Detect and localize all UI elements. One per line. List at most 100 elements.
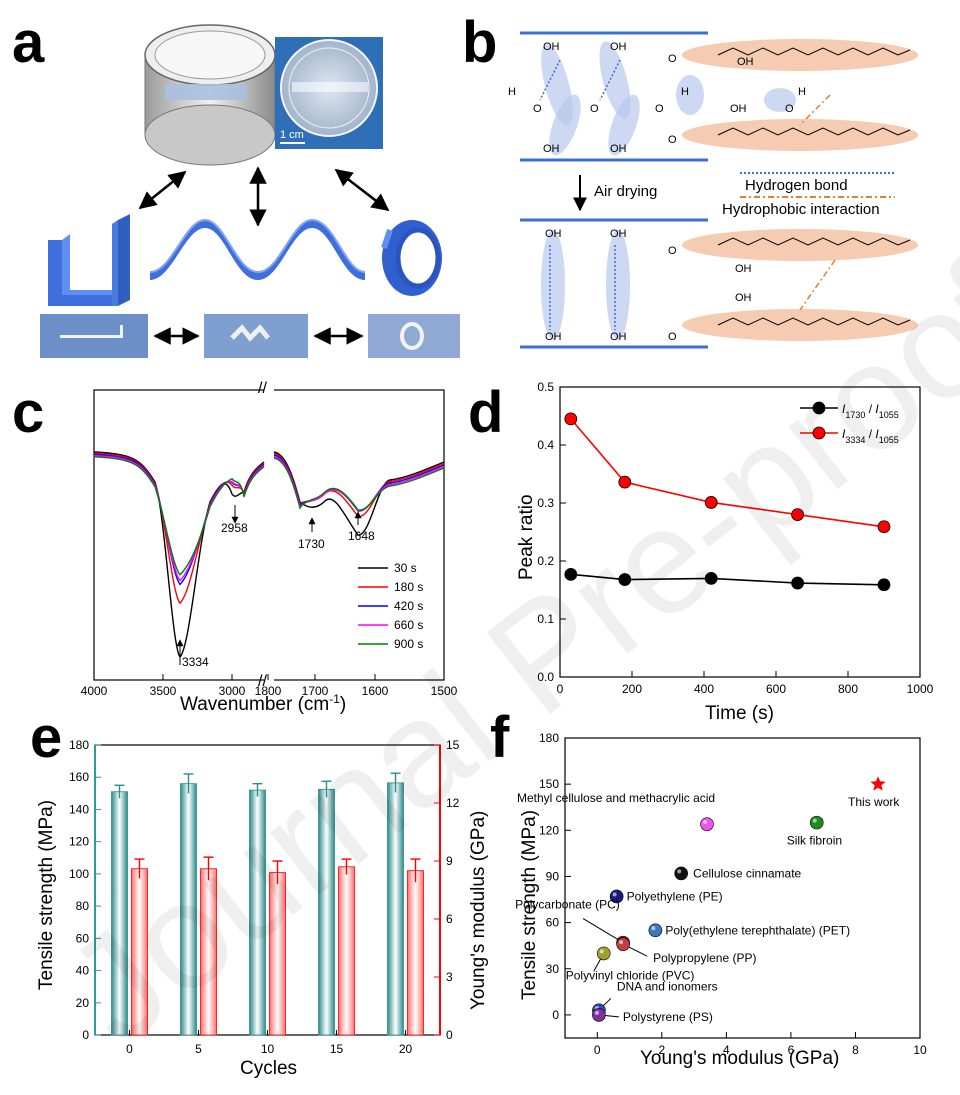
y-axis-label-left: Tensile strength (MPa): [36, 800, 57, 990]
x-tick-label: 8: [852, 1043, 859, 1057]
spectrum-line-left: [93, 454, 265, 582]
point-highlight: [651, 926, 656, 931]
spectrum-line-left: [93, 456, 265, 576]
oh-label: OH: [545, 331, 562, 343]
x-tick-label: 1700: [302, 684, 329, 698]
panel-f: f 0 2 4 6 8 10 0 30 60 90 120 150 180 This work Silk …: [490, 705, 927, 1069]
legend-marker: [812, 401, 826, 415]
l-shape-drawing: [48, 214, 130, 306]
oh-label: OH: [610, 41, 627, 53]
y-tick-label: 90: [546, 869, 560, 883]
legend-label: I3334 / I1055: [842, 427, 899, 445]
y-tick-label: 120: [539, 823, 559, 837]
x-tick-label: 15: [330, 1042, 344, 1056]
x-tick-label: 2: [658, 1043, 665, 1057]
legend-label: 900 s: [394, 637, 423, 651]
axis-break: //: [258, 380, 267, 397]
oh-label: OH: [730, 103, 747, 115]
o-label: O: [668, 53, 677, 65]
hydrophobic-legend-label: Hydrophobic interaction: [722, 201, 880, 218]
y-tick-label: 0.1: [537, 612, 554, 626]
y-tick-label: 0.0: [537, 670, 554, 684]
x-tick-label: 1000: [907, 682, 934, 696]
oh-label: OH: [610, 331, 627, 343]
x-tick-label: 600: [766, 682, 786, 696]
data-point: [877, 578, 891, 592]
y-tick-label-right: 6: [446, 912, 453, 926]
y-tick-label: 150: [539, 777, 559, 791]
point-label: Poly(ethylene terephthalate) (PET): [665, 923, 850, 937]
peak-label: 1730: [298, 537, 325, 551]
h-label: H: [798, 86, 806, 98]
y-tick-label-left: 180: [69, 738, 89, 752]
arrow-right: [334, 168, 390, 212]
x-tick-label: 1500: [431, 684, 458, 698]
scatter-point: [648, 923, 663, 938]
x-tick-label: 4000: [81, 684, 108, 698]
x-tick-label: 0: [126, 1042, 133, 1056]
y-tick-label: 60: [546, 916, 560, 930]
scale-bar-label: 1 cm: [280, 129, 304, 141]
y-tick-label-right: 9: [446, 854, 453, 868]
o-label: O: [533, 103, 542, 115]
ring-drawing: [381, 220, 442, 296]
point-highlight: [812, 818, 817, 823]
photo-wave: [204, 314, 308, 358]
panel-label-e: e: [30, 705, 62, 770]
x-tick-label: 4: [723, 1043, 730, 1057]
x-tick-label: 3500: [150, 684, 177, 698]
spectrum-line-right: [273, 457, 445, 511]
axis-break: //: [258, 673, 267, 690]
panel-label-d: d: [468, 380, 503, 445]
air-drying-label: Air drying: [594, 183, 657, 200]
y-tick-label-left: 20: [76, 996, 90, 1010]
y-tick-label-left: 80: [76, 899, 90, 913]
y-tick-label-left: 120: [69, 835, 89, 849]
x-tick-label: 200: [622, 682, 642, 696]
legend-label: 420 s: [394, 599, 423, 613]
o-label: O: [785, 103, 794, 115]
point-label: Methyl cellulose and methacrylic acid: [517, 791, 715, 805]
oh-label: OH: [545, 228, 562, 240]
legend-marker: [812, 426, 826, 440]
plot-frame-f: [564, 737, 921, 1039]
oh-label: OH: [610, 228, 627, 240]
x-axis-label: Time (s): [705, 703, 774, 724]
x-axis-label: Wavenumber (cm-1): [180, 692, 346, 715]
y-tick-label-right: 12: [446, 796, 460, 810]
panel-c: c // // 4000 3500 3000 1800 1700 1600 1500 333…: [12, 380, 458, 715]
scatter-point: [700, 817, 714, 831]
y-axis-label-right: Young's modulus (GPa): [468, 811, 489, 1010]
x-tick-label: 800: [838, 682, 858, 696]
peak-label: 3334: [182, 655, 209, 669]
h-label: H: [508, 86, 516, 98]
label-arrow: [582, 918, 624, 944]
scatter-point: [809, 815, 824, 830]
x-axis-label: Young's modulus (GPa): [640, 1048, 839, 1069]
o-label: O: [668, 331, 677, 343]
x-tick-label: 20: [399, 1042, 413, 1056]
point-highlight: [612, 892, 617, 897]
panel-label-a: a: [12, 10, 45, 75]
cylinder-mold-drawing: [144, 24, 276, 166]
oh-label: OH: [737, 56, 754, 68]
y-tick-label-right: 3: [446, 970, 453, 984]
scatter-point: [616, 937, 630, 951]
data-point: [704, 496, 718, 509]
plot-frame-d: [559, 386, 921, 678]
scatter-point: [596, 946, 611, 961]
data-point: [618, 573, 632, 586]
y-tick-label-left: 60: [76, 931, 90, 945]
oh-label: OH: [735, 292, 752, 304]
point-label: Polycarbonate (PC): [515, 898, 620, 912]
wave-drawing: [149, 218, 366, 280]
y-axis-label: Peak ratio: [516, 494, 537, 580]
y-tick-label: 30: [546, 962, 560, 976]
y-tick-label: 0.2: [537, 554, 554, 568]
point-label: Cellulose cinnamate: [693, 866, 801, 880]
legend-label: I1730 / I1055: [842, 402, 899, 420]
photo-ring: [368, 314, 460, 358]
peak-label: 2958: [221, 521, 248, 535]
o-label: O: [668, 245, 677, 257]
point-label: Polystyrene (PS): [623, 1010, 713, 1024]
